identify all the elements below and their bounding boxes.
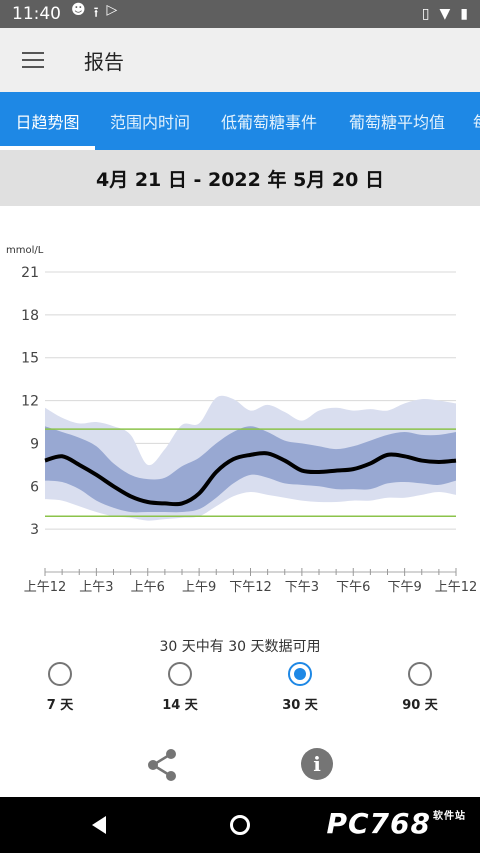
- page-title: 报告: [84, 49, 124, 74]
- tab-label: 范围内时间: [109, 113, 190, 132]
- x-tick-label: 下午6: [336, 580, 370, 595]
- menu-button[interactable]: [0, 28, 66, 92]
- x-tick-label: 下午12: [229, 580, 272, 595]
- radio-label: 90 天: [402, 698, 438, 713]
- y-tick-label: 21: [21, 265, 39, 281]
- tab-time-in-range[interactable]: 范围内时间: [95, 92, 205, 150]
- inner-percentile-band: [45, 426, 456, 513]
- watermark-logo: PC768 软件站: [326, 807, 466, 840]
- radio-circle: [288, 662, 312, 686]
- y-tick-label: 9: [30, 436, 39, 452]
- radio-circle: [408, 662, 432, 686]
- watermark-text: PC768: [326, 807, 431, 840]
- data-availability: 30 天中有 30 天数据可用: [159, 639, 321, 655]
- tab-label: 每: [473, 109, 480, 133]
- wifi-icon: ▼: [439, 6, 451, 22]
- play-store-icon: ▷: [106, 2, 118, 18]
- x-tick-label: 上午12: [435, 580, 478, 595]
- y-tick-label: 15: [21, 351, 39, 367]
- date-range: 4月 21 日 - 2022 年 5月 20 日: [0, 150, 480, 206]
- tab-label: 日趋势图: [15, 113, 80, 132]
- chart-svg: mmol/L 21 18 15 12 9 6 3 上午12 上午3 上午6 上午9 下午12 下午3 下午6…: [6, 245, 478, 595]
- x-tick-label: 上午3: [79, 580, 113, 595]
- info-icon: i: [313, 752, 321, 776]
- info-button[interactable]: i: [301, 748, 333, 780]
- menu-icon: [22, 52, 44, 68]
- tab-daily-trend[interactable]: 日趋势图: [0, 92, 95, 150]
- radio-label: 14 天: [162, 698, 198, 713]
- share-button[interactable]: [146, 748, 180, 782]
- tab-more[interactable]: 每: [461, 92, 480, 150]
- tab-label: 低葡萄糖事件: [220, 113, 317, 132]
- app-bar: 报告: [0, 28, 480, 92]
- radio-label: 7 天: [46, 698, 74, 713]
- period-30-days[interactable]: 30 天: [260, 662, 340, 713]
- radio-label: 30 天: [282, 698, 318, 713]
- system-nav-bar: PC768 软件站: [0, 797, 480, 853]
- face-icon: ☻: [71, 2, 86, 18]
- back-icon[interactable]: [92, 816, 106, 834]
- daily-trend-chart: mmol/L 21 18 15 12 9 6 3 上午12 上午3 上午6 上午9 下午12 下午3 下午6…: [0, 236, 480, 602]
- x-tick-label: 下午9: [387, 580, 421, 595]
- period-14-days[interactable]: 14 天: [140, 662, 220, 713]
- report-tabs: 日趋势图 范围内时间 低葡萄糖事件 葡萄糖平均值 每: [0, 92, 480, 150]
- status-time: 11:40: [12, 4, 61, 24]
- home-icon[interactable]: [230, 815, 250, 835]
- x-tick-label: 下午3: [285, 580, 319, 595]
- battery-icon: ▮: [460, 6, 468, 22]
- x-tick-label: 上午6: [131, 580, 165, 595]
- share-icon: [148, 749, 176, 781]
- y-tick-label: 18: [21, 308, 39, 324]
- x-tick-label: 上午12: [24, 580, 67, 595]
- x-tick-label: 上午9: [182, 580, 216, 595]
- period-90-days[interactable]: 90 天: [380, 662, 460, 713]
- tab-label: 葡萄糖平均值: [348, 113, 445, 132]
- vibrate-icon: ▯: [421, 6, 430, 22]
- upload-icon: ⭱: [93, 5, 99, 21]
- period-selector: 7 天 14 天 30 天 90 天: [0, 662, 480, 718]
- y-tick-label: 3: [30, 522, 39, 538]
- y-axis-label: mmol/L: [6, 245, 44, 256]
- median-line: [44, 451, 457, 507]
- tab-low-glucose-events[interactable]: 低葡萄糖事件: [205, 92, 333, 150]
- period-7-days[interactable]: 7 天: [20, 662, 100, 713]
- radio-circle: [48, 662, 72, 686]
- y-tick-label: 6: [30, 479, 39, 495]
- status-bar: 11:40 ☻ ⭱ ▷ ▯ ▼ ▮: [0, 0, 480, 28]
- tab-glucose-average[interactable]: 葡萄糖平均值: [333, 92, 461, 150]
- radio-circle: [168, 662, 192, 686]
- y-tick-label: 12: [21, 394, 39, 410]
